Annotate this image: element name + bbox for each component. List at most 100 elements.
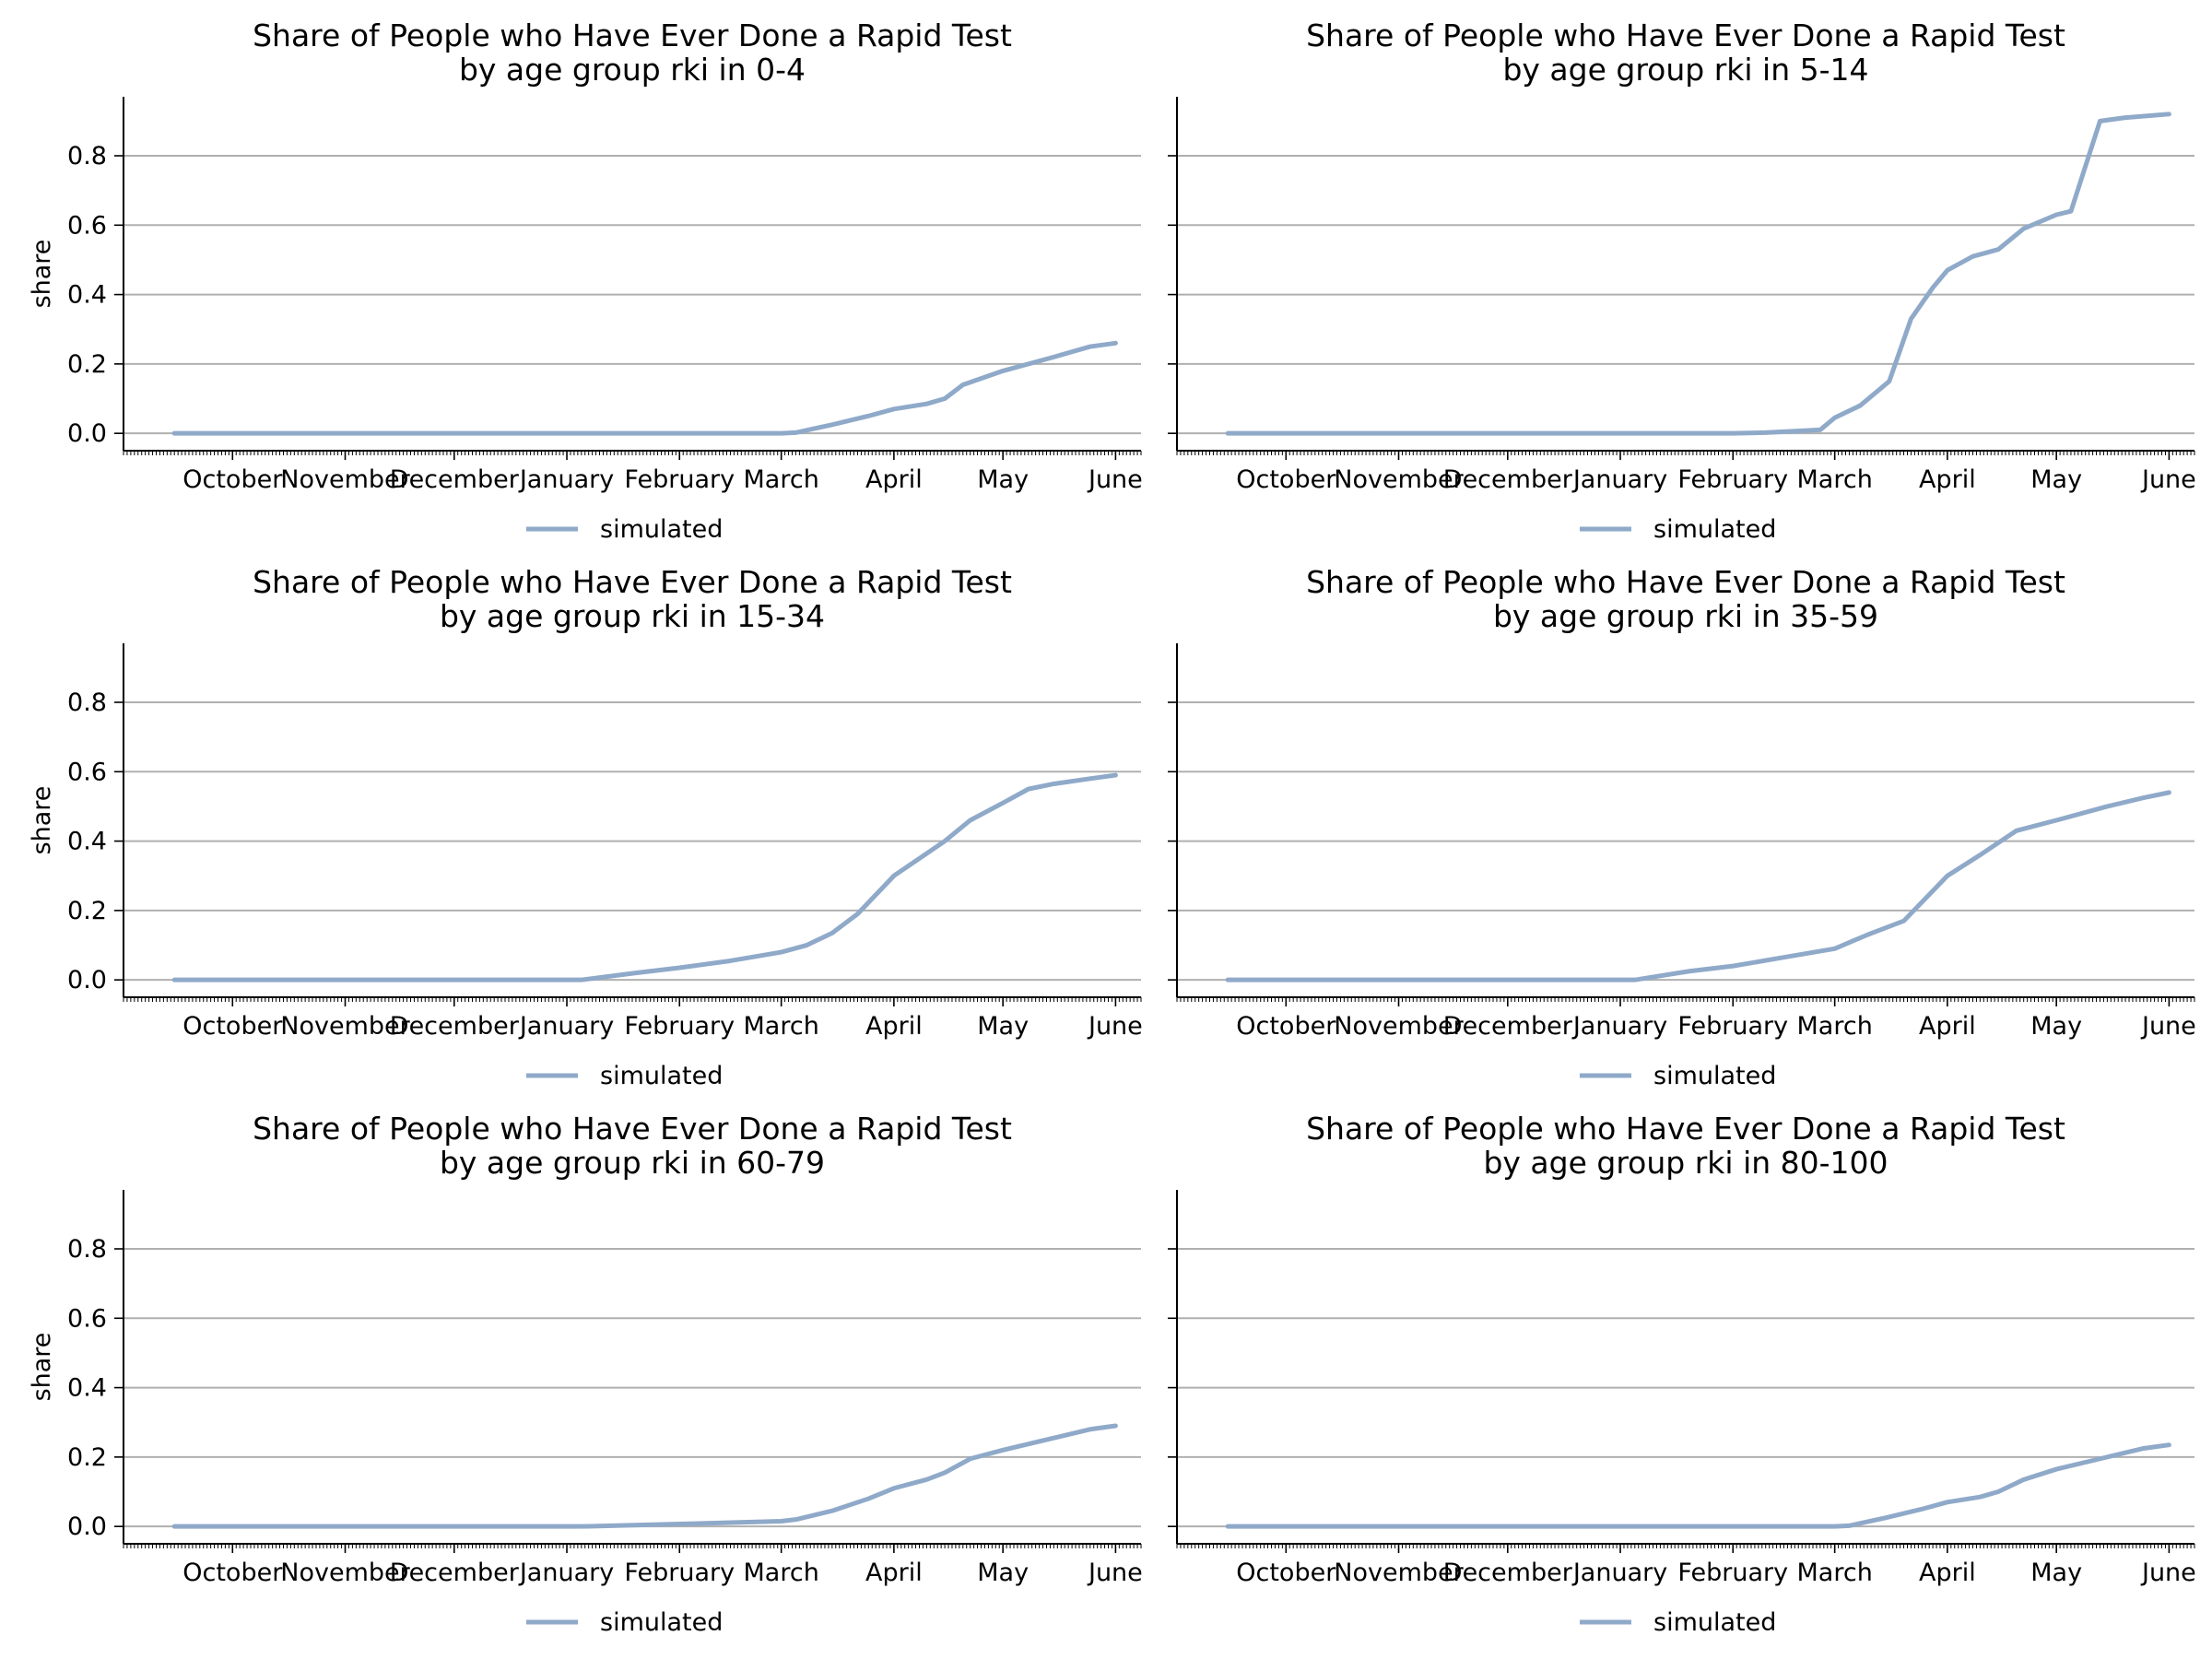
chart-title: Share of People who Have Ever Done a Rap… [1306,18,2065,53]
x-minor-ticks [123,451,1142,455]
x-tick-label: April [1919,1559,1976,1587]
chart-subtitle: by age group rki in 15-34 [440,598,825,634]
x-minor-tick-marks [123,997,1142,1002]
y-tick-label: 0.6 [67,1304,107,1333]
x-tick-label: November [1334,1559,1464,1587]
x-minor-ticks [1176,451,2195,455]
x-tick-label: June [1087,1012,1143,1041]
y-axis-label: share [28,1333,56,1402]
chart-panel-1: Share of People who Have Ever Done a Rap… [28,18,1143,544]
y-tick-label: 0.2 [67,1443,107,1472]
x-tick-label: May [977,1012,1029,1041]
chart-panel-4: Share of People who Have Ever Done a Rap… [1168,564,2196,1090]
x-tick-label: March [744,1012,819,1041]
y-axis-label: share [28,240,56,309]
x-tick-label: May [977,1559,1029,1587]
x-tick-label: June [1087,465,1143,494]
series-line-simulated [1225,112,2171,436]
x-tick-label: January [1571,1012,1667,1041]
legend-label: simulated [600,1608,723,1637]
x-tick-label: December [1443,465,1573,494]
x-tick-label: April [865,1012,923,1041]
y-tick-label: 0.4 [67,828,107,856]
y-tick-label: 0.0 [67,966,107,994]
x-tick-label: June [2140,465,2196,494]
legend-label: simulated [1653,515,1776,544]
x-minor-tick-marks [1176,1544,2195,1548]
legend-label: simulated [1653,1608,1776,1637]
y-tick-label: 0.4 [67,1374,107,1403]
x-tick-label: January [518,1012,614,1041]
chart-title: Share of People who Have Ever Done a Rap… [253,564,1012,600]
x-tick-label: April [1919,465,1976,494]
x-tick-label: January [1571,465,1667,494]
x-tick-label: December [390,1559,520,1587]
x-tick-label: February [624,1012,735,1041]
y-tick-label: 0.8 [67,142,107,171]
x-tick-label: March [744,465,819,494]
chart-title: Share of People who Have Ever Done a Rap… [253,18,1012,53]
series-line-simulated [1225,790,2171,982]
x-tick-label: March [1797,1012,1873,1041]
x-tick-label: January [518,465,614,494]
series-line-simulated [171,340,1118,436]
x-tick-label: February [624,1559,735,1587]
x-minor-ticks [1176,997,2195,1002]
x-tick-label: April [865,1559,923,1587]
x-tick-label: May [2030,465,2082,494]
y-tick-label: 0.2 [67,897,107,925]
legend-label: simulated [600,515,723,544]
chart-panel-2: Share of People who Have Ever Done a Rap… [1168,18,2196,544]
x-tick-label: December [1443,1012,1573,1041]
x-tick-label: March [744,1559,819,1587]
x-tick-label: November [280,1012,410,1041]
chart-panel-5: Share of People who Have Ever Done a Rap… [28,1111,1143,1637]
x-minor-tick-marks [123,451,1142,455]
x-tick-label: December [1443,1559,1573,1587]
x-tick-label: May [2030,1012,2082,1041]
chart-panel-6: Share of People who Have Ever Done a Rap… [1168,1111,2196,1637]
x-tick-label: March [1797,1559,1873,1587]
x-minor-tick-marks [1176,997,2195,1002]
chart-subtitle: by age group rki in 35-59 [1493,598,1878,634]
x-tick-label: June [1087,1559,1143,1587]
x-minor-tick-marks [123,1544,1142,1548]
x-tick-label: June [2140,1012,2196,1041]
y-tick-label: 0.6 [67,211,107,240]
chart-subtitle: by age group rki in 5-14 [1502,52,1868,88]
x-tick-label: April [865,465,923,494]
chart-subtitle: by age group rki in 0-4 [459,52,806,88]
chart-subtitle: by age group rki in 60-79 [440,1145,825,1181]
x-tick-label: November [1334,1012,1464,1041]
x-tick-label: May [2030,1559,2082,1587]
x-tick-label: November [280,465,410,494]
legend-label: simulated [600,1062,723,1090]
y-axis-label: share [28,786,56,855]
x-tick-label: May [977,465,1029,494]
chart-subtitle: by age group rki in 80-100 [1483,1145,1888,1181]
x-tick-label: March [1797,465,1873,494]
x-tick-label: January [518,1559,614,1587]
x-tick-label: December [390,465,520,494]
x-tick-label: December [390,1012,520,1041]
y-tick-label: 0.2 [67,350,107,379]
x-minor-ticks [123,1544,1142,1548]
y-tick-label: 0.8 [67,1235,107,1264]
chart-title: Share of People who Have Ever Done a Rap… [253,1111,1012,1147]
x-minor-ticks [123,997,1142,1002]
x-tick-label: February [1677,465,1788,494]
x-tick-label: February [624,465,735,494]
x-minor-tick-marks [1176,451,2195,455]
chart-title: Share of People who Have Ever Done a Rap… [1306,564,2065,600]
x-tick-label: November [280,1559,410,1587]
x-tick-label: October [1236,1012,1336,1041]
x-tick-label: January [1571,1559,1667,1587]
y-tick-label: 0.0 [67,1512,107,1541]
chart-title: Share of People who Have Ever Done a Rap… [1306,1111,2065,1147]
series-line-simulated [1225,1442,2171,1529]
y-tick-label: 0.6 [67,758,107,786]
x-tick-label: June [2140,1559,2196,1587]
x-tick-label: October [182,1559,283,1587]
y-tick-label: 0.4 [67,281,107,310]
